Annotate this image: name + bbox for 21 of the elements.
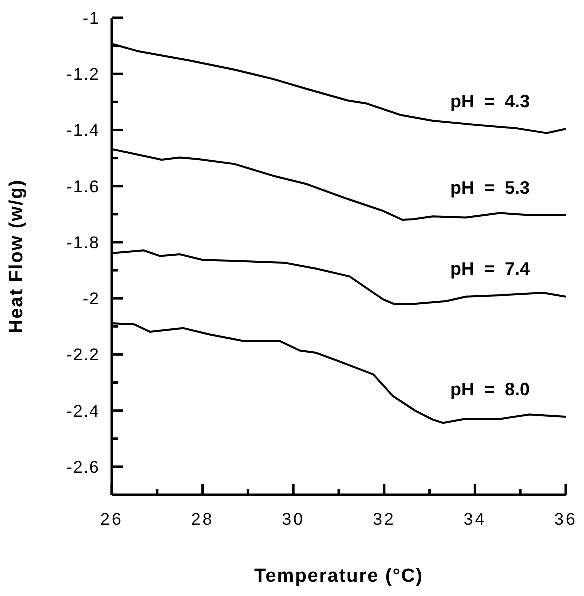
series-label: pH = 8.0 bbox=[450, 379, 530, 400]
x-tick-label: 28 bbox=[191, 510, 214, 529]
y-tick-label: -1.6 bbox=[66, 177, 100, 196]
y-tick-label: -2.4 bbox=[66, 402, 100, 421]
series-label: pH = 5.3 bbox=[450, 178, 530, 198]
y-tick-label: -1.2 bbox=[66, 65, 100, 84]
y-tick-label: -2.2 bbox=[66, 346, 100, 365]
x-tick-label: 26 bbox=[100, 510, 124, 529]
series-label: pH = 4.3 bbox=[450, 91, 530, 112]
y-tick-label: -1 bbox=[82, 8, 100, 28]
series-label: pH = 7.4 bbox=[450, 259, 530, 280]
x-tick-label: 36 bbox=[554, 510, 578, 529]
y-axis-title: Heat Flow (w/g) bbox=[6, 179, 28, 334]
y-tick-label: -1.4 bbox=[66, 121, 100, 140]
y-tick-label: -2.6 bbox=[66, 458, 100, 477]
y-tick-label: -2 bbox=[82, 290, 100, 309]
x-tick-label: 30 bbox=[282, 510, 306, 529]
y-tick-label: -1.8 bbox=[66, 233, 100, 252]
x-tick-label: 34 bbox=[464, 510, 487, 529]
x-axis-title: Temperature (°C) bbox=[254, 566, 424, 587]
x-tick-label: 32 bbox=[372, 510, 396, 529]
